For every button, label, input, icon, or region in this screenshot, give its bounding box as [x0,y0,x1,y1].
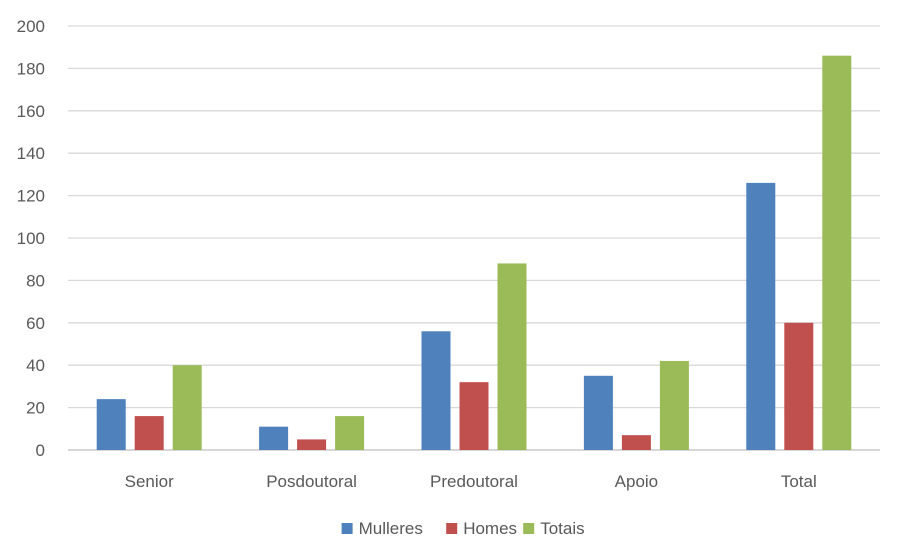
y-tick-label: 20 [26,399,45,418]
bar-totais-posdoutoral [335,416,365,450]
bar-mulleres-posdoutoral [259,426,289,450]
bar-totais-total [822,55,852,451]
x-tick-label: Senior [125,472,174,491]
y-tick-label: 100 [17,229,45,248]
bar-totais-senior [172,365,202,450]
bar-homes-apoio [621,435,651,450]
bar-mulleres-total [746,182,776,450]
x-tick-label: Posdoutoral [266,472,357,491]
legend-label-homes: Homes [463,519,517,538]
y-tick-label: 40 [26,356,45,375]
y-axis-ticks: 0 20 40 60 80 100 120 140 160 180 200 [17,17,45,460]
x-axis-ticks: Senior Posdoutoral Predoutoral Apoio Total [125,472,817,491]
bar-mulleres-predoutoral [421,331,451,450]
legend-swatch-totais [523,523,535,534]
bar-homes-senior [134,416,164,450]
y-tick-label: 200 [17,17,45,36]
y-tick-label: 0 [36,441,45,460]
legend-label-mulleres: Mulleres [359,519,423,538]
bar-mulleres-apoio [583,375,613,450]
gridlines [68,25,880,451]
bars [96,55,852,451]
bar-homes-posdoutoral [297,439,327,450]
bar-totais-predoutoral [497,263,527,450]
legend-swatch-mulleres [341,523,353,534]
x-tick-label: Predoutoral [430,472,518,491]
y-tick-label: 120 [17,187,45,206]
legend-label-totais: Totais [540,519,584,538]
bar-homes-predoutoral [459,382,489,450]
bar-mulleres-senior [96,399,126,450]
legend-swatch-homes [446,523,458,534]
y-tick-label: 140 [17,144,45,163]
x-tick-label: Apoio [615,472,658,491]
bar-totais-apoio [659,360,689,450]
legend: Mulleres Homes Totais [341,519,585,538]
bar-homes-total [784,322,814,450]
y-tick-label: 80 [26,271,45,290]
y-tick-label: 180 [17,59,45,78]
x-tick-label: Total [781,472,817,491]
y-tick-label: 160 [17,102,45,121]
y-tick-label: 60 [26,314,45,333]
